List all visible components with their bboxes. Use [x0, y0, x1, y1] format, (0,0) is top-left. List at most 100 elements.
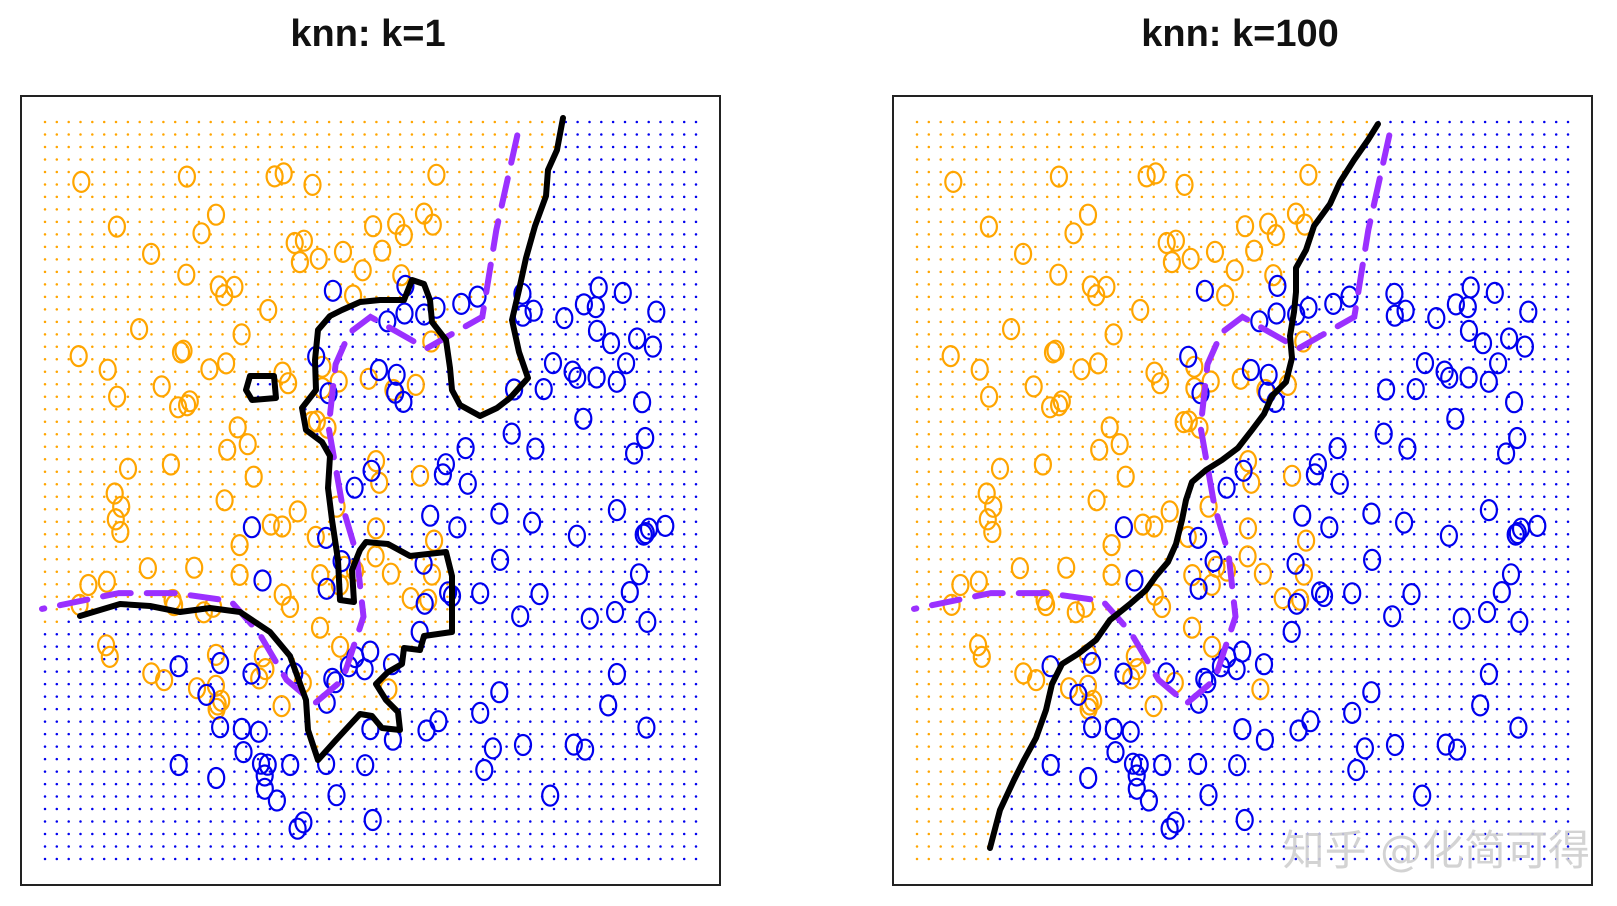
grid-dot — [410, 295, 414, 299]
grid-dot — [915, 320, 919, 324]
grid-dot — [67, 395, 70, 399]
grid-dot — [1554, 220, 1558, 224]
grid-dot — [552, 695, 556, 698]
grid-dot — [974, 345, 978, 349]
grid-dot — [998, 258, 1002, 261]
grid-dot — [1140, 120, 1144, 124]
grid-dot — [292, 283, 295, 286]
grid-dot — [529, 433, 532, 436]
grid-dot — [363, 458, 366, 461]
grid-dot — [292, 545, 295, 548]
grid-dot — [682, 170, 686, 174]
grid-dot — [410, 595, 414, 598]
grid-dot — [256, 233, 260, 236]
grid-dot — [221, 720, 224, 723]
grid-dot — [1424, 133, 1428, 136]
grid-dot — [1282, 195, 1286, 199]
grid-dot — [1270, 345, 1274, 349]
grid-dot — [1377, 420, 1380, 424]
grid-dot — [576, 807, 579, 811]
grid-dot — [55, 295, 59, 299]
grid-dot — [998, 208, 1002, 211]
grid-dot — [529, 507, 532, 511]
grid-dot — [244, 320, 248, 324]
point-blue — [636, 426, 655, 450]
grid-dot — [410, 333, 414, 336]
grid-dot — [517, 208, 520, 211]
grid-dot — [671, 545, 674, 548]
grid-dot — [387, 632, 390, 636]
grid-dot — [552, 820, 556, 823]
grid-dot — [339, 120, 343, 124]
grid-dot — [434, 145, 437, 149]
grid-dot — [43, 645, 47, 648]
grid-dot — [268, 420, 272, 424]
grid-dot — [244, 820, 248, 823]
grid-dot — [434, 458, 437, 461]
grid-dot — [540, 820, 544, 823]
grid-dot — [43, 158, 47, 161]
grid-dot — [162, 283, 165, 286]
grid-dot — [375, 433, 378, 436]
grid-dot — [1045, 320, 1049, 324]
grid-dot — [659, 545, 662, 548]
point-blue — [242, 662, 261, 685]
grid-dot — [974, 170, 978, 174]
grid-dot — [233, 770, 236, 773]
grid-dot — [1187, 208, 1191, 211]
grid-dot — [682, 557, 686, 561]
grid-dot — [126, 632, 130, 636]
grid-dot — [138, 507, 141, 511]
grid-dot — [481, 445, 485, 449]
grid-dot — [446, 195, 449, 199]
grid-dot — [481, 195, 485, 199]
grid-dot — [1330, 208, 1333, 211]
grid-dot — [339, 195, 343, 199]
grid-dot — [43, 195, 47, 199]
grid-dot — [458, 657, 461, 661]
grid-dot — [1223, 370, 1226, 374]
grid-dot — [623, 770, 627, 773]
grid-dot — [588, 433, 591, 436]
grid-dot — [138, 270, 141, 274]
point-orange — [381, 562, 400, 585]
grid-dot — [446, 383, 449, 386]
point-blue — [327, 784, 346, 807]
grid-dot — [529, 607, 532, 611]
grid-dot — [126, 170, 130, 174]
grid-dot — [1235, 395, 1238, 399]
grid-dot — [162, 370, 165, 374]
grid-dot — [1554, 120, 1558, 124]
grid-dot — [493, 383, 497, 386]
grid-dot — [1507, 270, 1511, 274]
grid-dot — [963, 183, 966, 186]
grid-dot — [315, 170, 319, 174]
grid-dot — [398, 532, 402, 536]
grid-dot — [221, 745, 224, 748]
grid-dot — [280, 557, 283, 561]
grid-dot — [162, 657, 165, 661]
grid-dot — [1519, 195, 1522, 199]
grid-dot — [91, 183, 94, 186]
grid-dot — [659, 433, 662, 436]
grid-dot — [114, 383, 118, 386]
grid-dot — [517, 470, 520, 474]
grid-dot — [1412, 170, 1416, 174]
grid-dot — [67, 732, 70, 736]
grid-dot — [292, 345, 295, 349]
grid-dot — [1140, 158, 1144, 161]
grid-dot — [79, 545, 82, 548]
grid-dot — [55, 745, 59, 748]
grid-dot — [635, 283, 639, 286]
grid-dot — [1353, 120, 1357, 124]
grid-dot — [1140, 420, 1144, 424]
grid-dot — [517, 670, 520, 673]
grid-dot — [927, 283, 931, 286]
grid-dot — [1034, 295, 1037, 299]
grid-dot — [244, 208, 248, 211]
grid-dot — [1105, 120, 1108, 124]
grid-dot — [410, 245, 414, 249]
grid-dot — [951, 358, 954, 361]
point-blue — [575, 738, 595, 761]
grid-dot — [974, 383, 978, 386]
